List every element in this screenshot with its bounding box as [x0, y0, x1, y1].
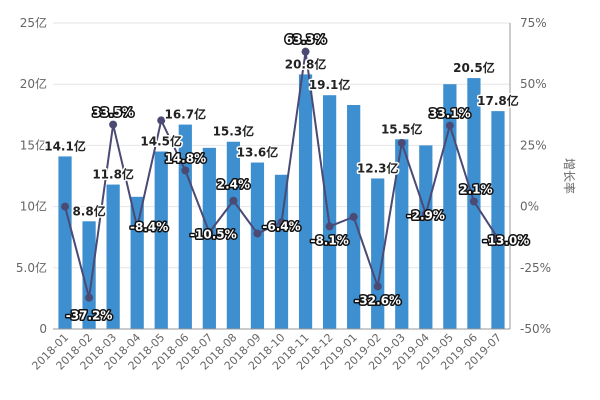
growth-value-label: -8.4%: [130, 220, 168, 234]
growth-point: [469, 197, 478, 206]
bar-series: [58, 74, 505, 330]
bar: [58, 156, 72, 329]
bar-value-label: 15.5亿: [381, 121, 423, 136]
bar: [154, 151, 168, 329]
data-labels: 14.1亿 8.8亿 11.8亿 14.5亿 16.7亿 15.3亿 13.6亿 20.8亿 1…: [43, 31, 531, 324]
bar: [274, 174, 289, 329]
right-axis-tick-label: 75%: [520, 16, 547, 30]
bar: [178, 124, 192, 329]
growth-value-label: 2.4%: [217, 178, 250, 192]
bar: [419, 145, 433, 329]
growth-value-label: 2.1%: [459, 182, 492, 196]
growth-value-label: -13.0%: [483, 233, 530, 247]
growth-point: [301, 47, 310, 56]
growth-point: [181, 166, 190, 175]
growth-value-label: -32.6%: [354, 293, 401, 307]
growth-line-series: [61, 47, 502, 302]
growth-point: [205, 228, 214, 237]
bar: [371, 178, 385, 329]
left-axis-tick-label: 5.0亿: [16, 260, 47, 275]
bar-value-label: 17.8亿: [477, 93, 519, 108]
bar: [130, 196, 144, 329]
growth-point: [61, 202, 70, 211]
growth-point: [445, 121, 454, 130]
growth-point: [277, 218, 286, 227]
growth-point: [85, 293, 94, 302]
bar: [202, 147, 216, 329]
bar-value-label: 19.1亿: [309, 77, 351, 92]
growth-point: [349, 212, 358, 221]
bar: [298, 74, 313, 330]
right-axis-tick-label: -50%: [520, 322, 551, 336]
bar-value-label: 16.7亿: [164, 107, 206, 122]
growth-value-label: -2.9%: [407, 209, 445, 223]
left-axis-tick-label: 15亿: [20, 137, 47, 152]
right-axis-tick-label: 0%: [520, 200, 539, 214]
right-axis-tick-label: 50%: [520, 77, 547, 91]
left-axis-tick-label: 25亿: [20, 15, 47, 30]
right-axis-title: 增长率: [562, 158, 577, 194]
growth-point: [325, 222, 334, 231]
bar: [322, 95, 337, 329]
left-axis-tick-label: 10亿: [20, 199, 47, 214]
bar-value-label: 12.3亿: [357, 160, 399, 175]
growth-value-label: 63.3%: [285, 33, 327, 47]
bar: [491, 111, 505, 330]
growth-point: [373, 282, 382, 291]
bar-value-label: 14.1亿: [44, 138, 86, 153]
growth-value-label: -6.4%: [262, 219, 300, 233]
right-axis-tick-label: 25%: [520, 138, 547, 152]
growth-point: [421, 209, 430, 218]
bar: [82, 221, 96, 329]
growth-point: [253, 229, 262, 238]
bar-value-label: 11.8亿: [92, 167, 134, 182]
growth-point: [157, 116, 166, 125]
bar-value-label: 15.3亿: [213, 124, 255, 139]
growth-point: [229, 196, 238, 205]
bar-value-label: 20.8亿: [285, 56, 327, 71]
growth-point: [397, 138, 406, 147]
growth-value-label: 14.8%: [164, 151, 206, 165]
bar: [443, 84, 457, 329]
growth-point: [109, 120, 118, 129]
growth-point: [493, 234, 502, 243]
growth-value-label: -10.5%: [190, 227, 237, 241]
bar: [250, 162, 265, 329]
left-axis-tick-label: 20亿: [20, 76, 47, 91]
bar-value-label: 8.8亿: [72, 203, 105, 218]
bar: [395, 139, 409, 329]
bar: [106, 184, 120, 329]
bar: [226, 141, 241, 329]
left-axis-tick-label: 0: [39, 322, 47, 336]
growth-value-label: 33.5%: [92, 106, 134, 120]
growth-value-label: -37.2%: [66, 309, 113, 323]
bar-value-label: 14.5亿: [140, 134, 182, 149]
growth-value-label: -8.1%: [310, 233, 348, 247]
growth-value-label: 33.1%: [429, 107, 471, 121]
growth-point: [133, 223, 142, 232]
bar-value-label: 13.6亿: [237, 145, 279, 160]
bar-value-label: 20.5亿: [453, 60, 495, 75]
right-axis-tick-label: -25%: [520, 261, 551, 275]
